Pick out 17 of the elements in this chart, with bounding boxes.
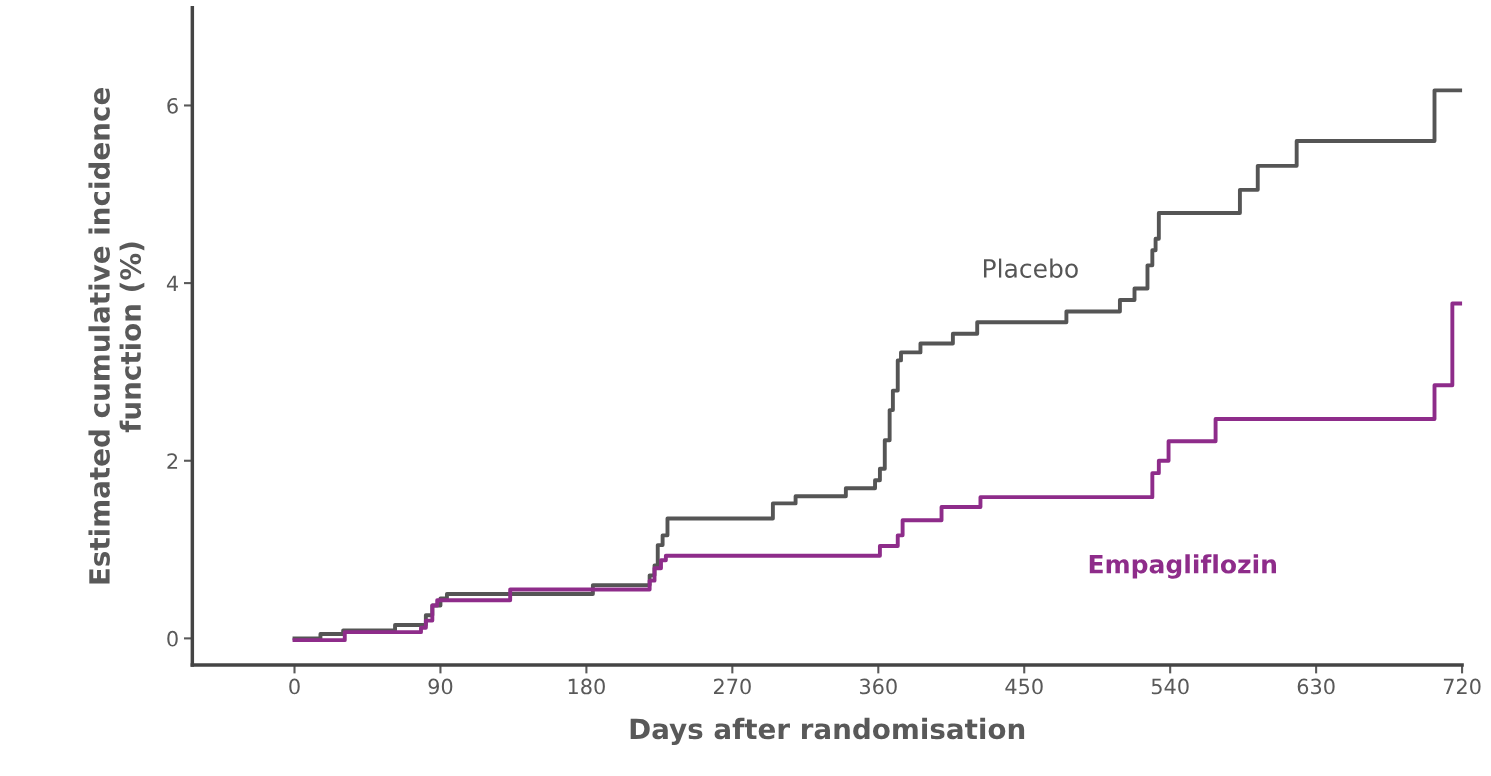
x-tick-label: 270 (713, 678, 751, 695)
x-tick-label: 450 (1005, 678, 1043, 695)
x-tick-label: 90 (428, 678, 453, 695)
x-tick-label: 360 (859, 678, 897, 695)
y-tick-label: 6 (167, 97, 178, 114)
y-tick-label: 2 (167, 453, 178, 469)
x-axis-title: Days after randomisation (630, 717, 1025, 745)
y-tick-label: 4 (166, 275, 178, 292)
x-tick-label: 0 (289, 678, 300, 695)
series-label: Placebo (984, 258, 1078, 278)
x-tick-label: 180 (568, 678, 605, 695)
y-axis-title: Estimated cumulative incidence function (%) (88, 88, 145, 584)
x-tick-label: 720 (1443, 678, 1481, 695)
text: Empagliflozin (1089, 554, 1277, 579)
y-tick-label: 0 (167, 630, 178, 647)
x-tick-label: 630 (1297, 678, 1335, 695)
x-tick-label: 540 (1151, 678, 1189, 695)
